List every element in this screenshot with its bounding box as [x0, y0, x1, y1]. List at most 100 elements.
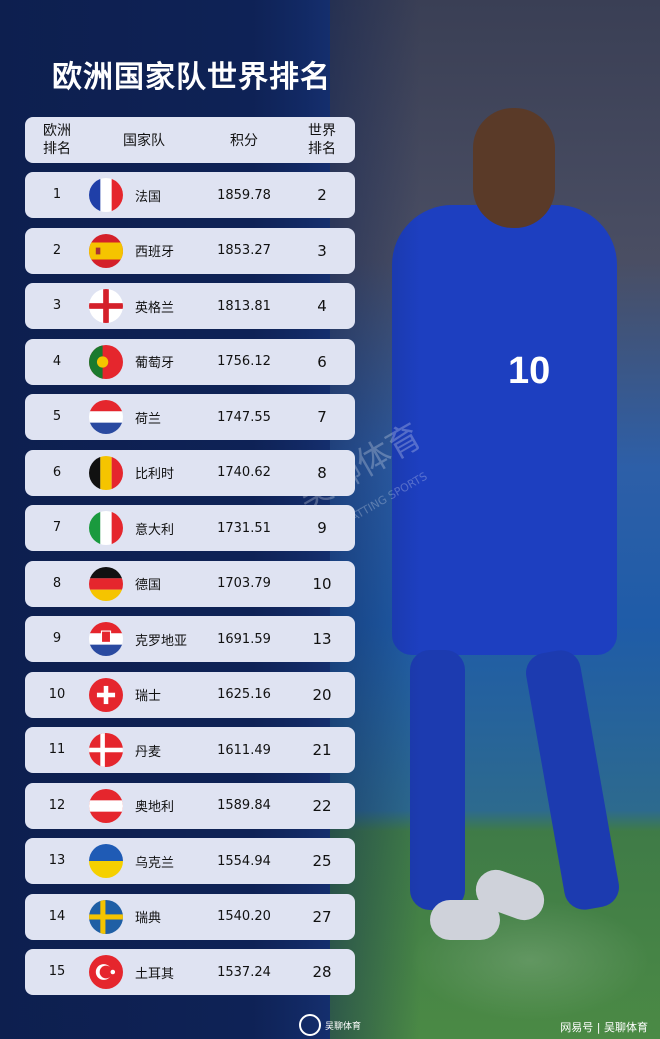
table-row: 6 比利时 1740.62 8 — [25, 449, 355, 496]
player-jersey — [392, 205, 617, 655]
points: 1537.24 — [217, 964, 271, 980]
table-row: 2 西班牙 1853.27 3 — [25, 227, 355, 274]
header-team: 国家队 — [123, 133, 165, 149]
team-name: 克罗地亚 — [135, 633, 188, 649]
euro-rank: 15 — [48, 964, 66, 979]
table-row: 3 英格兰 1813.81 4 — [25, 283, 355, 329]
points: 1703.79 — [217, 576, 271, 591]
world-rank: 7 — [317, 408, 327, 426]
euro-rank: 7 — [52, 520, 62, 535]
points: 1756.12 — [217, 354, 271, 369]
france-flag-icon — [89, 178, 123, 212]
team-name: 土耳其 — [135, 966, 175, 982]
team-name: 比利时 — [135, 467, 175, 482]
team-name: 奥地利 — [135, 800, 175, 815]
points: 1740.62 — [217, 465, 271, 480]
world-rank: 6 — [317, 352, 327, 371]
italy-flag-icon — [89, 511, 123, 545]
table-row: 1 法国 1859.78 2 — [25, 172, 355, 218]
euro-rank: 9 — [52, 631, 62, 646]
team-name: 法国 — [135, 189, 162, 205]
euro-rank: 4 — [52, 353, 62, 369]
points: 1691.59 — [217, 631, 271, 647]
team-name: 乌克兰 — [135, 855, 175, 871]
world-rank: 13 — [312, 630, 332, 648]
netherlands-flag-icon — [89, 400, 123, 434]
world-rank: 25 — [312, 852, 332, 870]
switzerland-flag-icon — [89, 677, 123, 712]
denmark-flag-icon — [89, 733, 123, 767]
team-name: 瑞士 — [135, 689, 162, 704]
table-row: 11 丹麦 1611.49 21 — [25, 727, 355, 773]
team-name: 瑞典 — [135, 911, 162, 926]
austria-flag-icon — [89, 788, 123, 823]
points: 1589.84 — [217, 798, 271, 813]
team-name: 西班牙 — [135, 245, 175, 260]
world-rank: 8 — [317, 463, 327, 482]
euro-rank: 14 — [48, 908, 66, 924]
portugal-flag-icon — [89, 344, 123, 379]
world-rank: 22 — [312, 796, 332, 815]
table-row: 15 土耳其 1537.24 28 — [25, 949, 355, 995]
player-legs — [405, 647, 630, 940]
brand-logo: 吴聊体育 — [299, 1014, 361, 1036]
team-name: 英格兰 — [135, 300, 175, 316]
world-rank: 27 — [312, 907, 332, 926]
euro-rank: 6 — [52, 464, 62, 480]
header-points: 积分 — [230, 133, 258, 149]
points: 1859.78 — [217, 187, 271, 203]
points: 1611.49 — [217, 742, 271, 758]
table-header: 欧洲 排名 国家队 积分 世界 排名 — [25, 117, 355, 163]
ukraine-flag-icon — [89, 844, 123, 878]
points: 1554.94 — [217, 853, 271, 869]
spain-flag-icon — [89, 233, 123, 268]
points: 1540.20 — [217, 909, 271, 924]
world-rank: 20 — [312, 685, 332, 704]
world-rank: 21 — [312, 741, 332, 759]
table-row: 7 意大利 1731.51 9 — [25, 505, 355, 551]
table-row: 12 奥地利 1589.84 22 — [25, 782, 355, 829]
logo-icon — [299, 1014, 321, 1036]
table-row: 14 瑞典 1540.20 27 — [25, 893, 355, 940]
points: 1853.27 — [217, 243, 271, 258]
euro-rank: 2 — [52, 242, 62, 258]
world-rank: 4 — [317, 297, 327, 315]
team-name: 荷兰 — [135, 411, 162, 427]
sweden-flag-icon — [89, 899, 123, 934]
jersey-number: 10 — [508, 350, 551, 392]
team-name: 意大利 — [135, 522, 175, 538]
england-flag-icon — [89, 289, 123, 323]
table-row: 9 克罗地亚 1691.59 13 — [25, 616, 355, 662]
turkey-flag-icon — [89, 955, 123, 989]
player-head — [473, 108, 555, 228]
header-euro-rank: 欧洲 排名 — [43, 123, 71, 157]
team-name: 葡萄牙 — [135, 356, 175, 371]
belgium-flag-icon — [89, 455, 123, 490]
header-world-rank: 世界 排名 — [308, 123, 336, 157]
points: 1731.51 — [217, 520, 271, 536]
table-row: 13 乌克兰 1554.94 25 — [25, 838, 355, 884]
euro-rank: 10 — [48, 686, 66, 702]
points: 1747.55 — [217, 409, 271, 425]
euro-rank: 5 — [52, 409, 62, 424]
table-row: 10 瑞士 1625.16 20 — [25, 671, 355, 718]
table-row: 5 荷兰 1747.55 7 — [25, 394, 355, 440]
world-rank: 28 — [312, 963, 332, 981]
euro-rank: 3 — [52, 298, 62, 313]
world-rank: 10 — [312, 574, 332, 593]
euro-rank: 13 — [48, 853, 66, 868]
world-rank: 9 — [317, 519, 327, 537]
page-title: 欧洲国家队世界排名 — [52, 60, 331, 95]
world-rank: 3 — [317, 241, 327, 260]
euro-rank: 1 — [52, 187, 62, 202]
table-row: 4 葡萄牙 1756.12 6 — [25, 338, 355, 385]
euro-rank: 8 — [52, 575, 62, 591]
croatia-flag-icon — [89, 622, 123, 656]
team-name: 丹麦 — [135, 744, 162, 760]
points: 1625.16 — [217, 687, 271, 702]
team-name: 德国 — [135, 578, 162, 593]
world-rank: 2 — [317, 186, 327, 204]
points: 1813.81 — [217, 298, 271, 314]
logo-text: 吴聊体育 — [325, 1021, 362, 1032]
footer-credit: 网易号 | 吴聊体育 — [560, 1021, 648, 1034]
